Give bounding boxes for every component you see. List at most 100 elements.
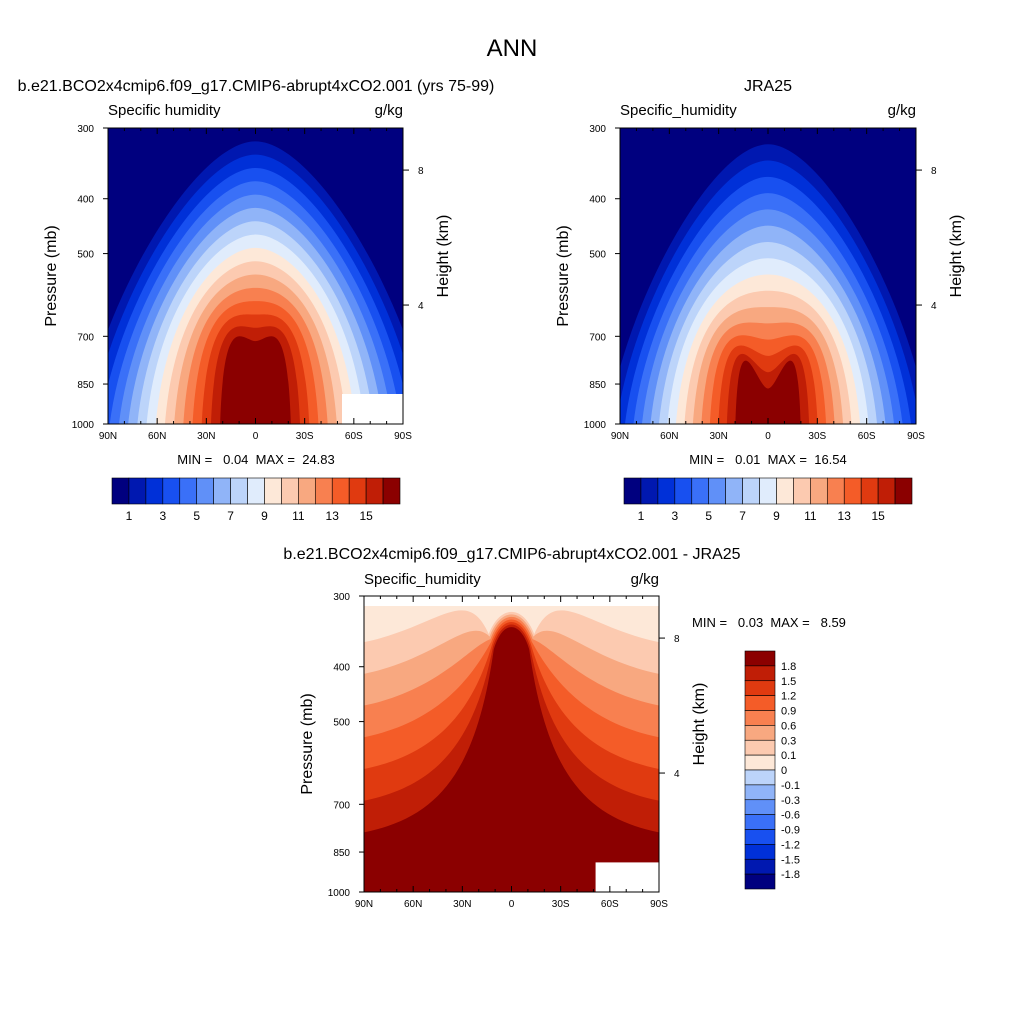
- y-tick-label: 300: [77, 124, 94, 135]
- x-tick-label: 90S: [650, 899, 668, 910]
- x-tick-label: 90N: [355, 899, 373, 910]
- colorbar-swatch: [213, 477, 231, 505]
- colorbar-swatch: [744, 710, 776, 726]
- colorbar-swatch: [623, 477, 642, 505]
- y2-tick-label: 4: [418, 301, 424, 312]
- x-tick-label: 60S: [345, 431, 363, 442]
- y-tick-label: 500: [333, 718, 350, 729]
- colorbar-label: 1: [126, 509, 133, 523]
- x-tick-label: 90S: [394, 431, 412, 442]
- y-tick-label: 500: [77, 250, 94, 261]
- y-axis-title: Pressure (mb): [299, 693, 316, 794]
- y-tick-label: 850: [77, 380, 94, 391]
- y-tick-label: 1000: [584, 420, 607, 431]
- y-tick-label: 400: [77, 195, 94, 206]
- colorbar-label: 13: [838, 509, 852, 523]
- y-tick-label: 500: [589, 250, 606, 261]
- colorbar-swatch: [314, 477, 333, 505]
- colorbar-label: 0.9: [781, 706, 796, 718]
- colorbar-label: 7: [227, 509, 234, 523]
- contour-layer: [108, 128, 403, 424]
- colorbar-label: 1.2: [781, 691, 796, 703]
- colorbar-label: 5: [193, 509, 200, 523]
- y2-tick-label: 4: [931, 301, 937, 312]
- panel-diff-colorbar: 1.8 1.5 1.2 0.9 0.6 0.3 0.1 0 -0.1 -0.3 -0.6 -0.9 -1…: [744, 650, 800, 890]
- panel-obs-variable-label: Specific_humidity: [620, 102, 737, 119]
- x-tick-label: 30S: [552, 899, 570, 910]
- colorbar-label: 3: [159, 509, 166, 523]
- colorbar-swatch: [744, 665, 776, 682]
- panel-obs-units-label: g/kg: [888, 102, 916, 119]
- panel-obs-stats: MIN = 0.01 MAX = 16.54: [689, 452, 847, 467]
- colorbar-swatch: [860, 477, 879, 505]
- y-tick-label: 400: [589, 195, 606, 206]
- colorbar-swatch: [674, 477, 693, 505]
- page-title: ANN: [487, 35, 538, 62]
- y2-tick-label: 8: [931, 166, 937, 177]
- colorbar-swatch: [111, 477, 130, 505]
- y-tick-label: 700: [589, 332, 606, 343]
- x-tick-label: 30S: [296, 431, 314, 442]
- colorbar-swatch: [298, 477, 316, 505]
- colorbar-label: 5: [705, 509, 712, 523]
- x-tick-label: 60N: [660, 431, 678, 442]
- colorbar-swatch: [281, 477, 299, 505]
- y-tick-label: 850: [589, 380, 606, 391]
- colorbar-swatch: [744, 858, 776, 875]
- y-tick-label: 700: [77, 332, 94, 343]
- colorbar-swatch: [365, 477, 384, 505]
- colorbar-swatch: [230, 477, 248, 505]
- panel-model-units-label: g/kg: [375, 102, 403, 119]
- colorbar-label: 1.5: [781, 676, 796, 688]
- colorbar-swatch: [744, 754, 776, 771]
- x-tick-label: 90N: [611, 431, 629, 442]
- colorbar-swatch: [640, 477, 659, 505]
- x-tick-label: 30N: [709, 431, 727, 442]
- x-tick-label: 60S: [601, 899, 619, 910]
- x-tick-label: 90N: [99, 431, 117, 442]
- y2-axis-title: Height (km): [435, 215, 452, 298]
- colorbar-label: 0.3: [781, 735, 796, 747]
- colorbar-label: 15: [871, 509, 885, 523]
- missing-data-region: [342, 394, 404, 425]
- colorbar-label: 11: [804, 509, 817, 523]
- panel-obs-plot-area: 90N 60N 30N 0 30S 60S 90S 300 400 500 700 850 1000 8 4…: [555, 124, 965, 442]
- contour-layer: [364, 606, 659, 892]
- panel-diff: b.e21.BCO2x4cmip6.f09_g17.CMIP6-abrupt4x…: [283, 546, 845, 910]
- colorbar-label: 11: [292, 509, 305, 523]
- colorbar-label: 0.1: [781, 750, 796, 762]
- panel-model-stats: MIN = 0.04 MAX = 24.83: [177, 452, 335, 467]
- colorbar-swatch: [744, 799, 776, 815]
- panel-model-variable-label: Specific humidity: [108, 102, 221, 119]
- colorbar-swatch: [744, 739, 776, 756]
- colorbar-label: -0.9: [781, 825, 800, 837]
- colorbar-swatch: [744, 650, 776, 667]
- x-tick-label: 0: [765, 431, 771, 442]
- x-tick-label: 60N: [404, 899, 422, 910]
- panel-model: b.e21.BCO2x4cmip6.f09_g17.CMIP6-abrupt4x…: [18, 78, 495, 523]
- panel-obs-colorbar: 1 3 5 7 9 11 13 15: [623, 477, 913, 523]
- y-tick-label: 1000: [72, 420, 95, 431]
- y-tick-label: 300: [333, 592, 350, 603]
- colorbar-label: 7: [739, 509, 746, 523]
- contour-band: [364, 627, 659, 892]
- colorbar-label: 3: [671, 509, 678, 523]
- colorbar-swatch: [744, 784, 776, 801]
- panel-diff-stats: MIN = 0.03 MAX = 8.59: [692, 615, 846, 630]
- panel-obs: JRA25 Specific_humidity g/kg 90N 60N 30N 0 3…: [555, 78, 965, 523]
- colorbar-swatch: [759, 477, 777, 505]
- colorbar-label: 0: [781, 765, 787, 777]
- colorbar-label: -0.6: [781, 810, 800, 822]
- y2-axis-title: Height (km): [948, 215, 965, 298]
- x-tick-label: 30S: [808, 431, 826, 442]
- y2-tick-label: 4: [674, 769, 680, 780]
- colorbar-swatch: [744, 725, 776, 741]
- colorbar-label: 13: [326, 509, 340, 523]
- colorbar-swatch: [877, 477, 896, 505]
- colorbar-label: -0.1: [781, 780, 800, 792]
- colorbar-swatch: [708, 477, 726, 505]
- y2-tick-label: 8: [674, 634, 680, 645]
- y-tick-label: 400: [333, 663, 350, 674]
- colorbar-swatch: [744, 814, 776, 830]
- x-tick-label: 30N: [197, 431, 215, 442]
